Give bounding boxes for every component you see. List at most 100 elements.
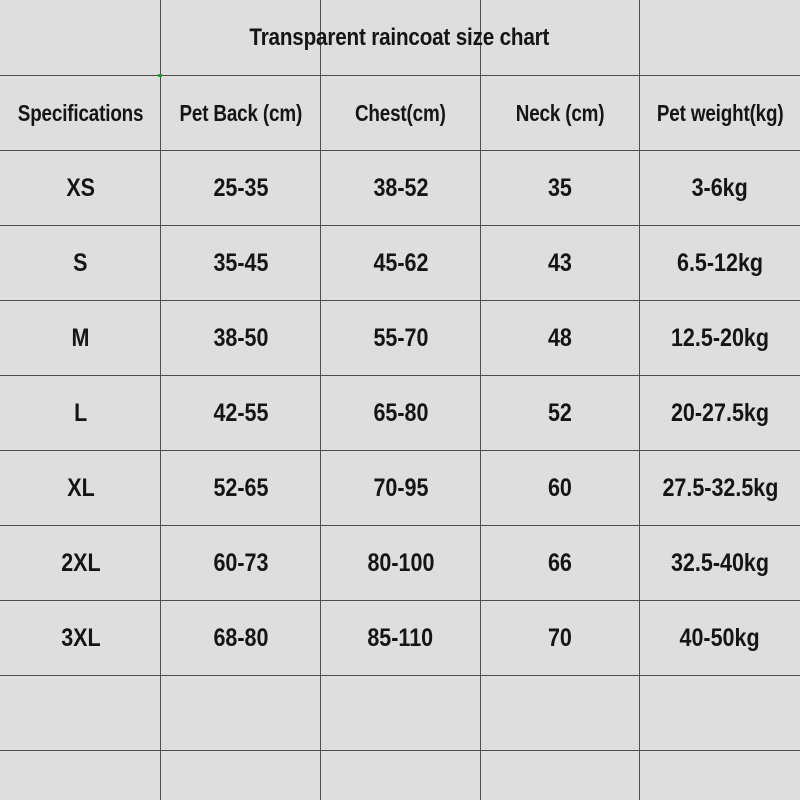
table-cell-text: 85-110 xyxy=(367,623,434,652)
table-cell[interactable]: 70-95 xyxy=(321,451,480,525)
table-cell[interactable]: 85-110 xyxy=(321,601,480,675)
header-cell-text: Chest(cm) xyxy=(355,99,446,126)
header-cell-text: Pet weight(kg) xyxy=(656,99,784,126)
size-label-cell-text: XS xyxy=(66,173,95,202)
table-cell[interactable]: 66 xyxy=(481,526,639,600)
table-cell[interactable]: 32.5-40kg xyxy=(640,526,800,600)
table-cell-text: 38-50 xyxy=(212,323,268,352)
horizontal-gridline xyxy=(0,150,800,151)
empty-cell-top-left[interactable] xyxy=(0,1,159,75)
horizontal-gridline xyxy=(0,750,800,751)
empty-cell[interactable] xyxy=(321,676,480,750)
size-label-cell-text: L xyxy=(73,398,88,427)
header-cell[interactable]: Neck (cm) xyxy=(481,76,639,150)
horizontal-gridline xyxy=(0,450,800,451)
table-cell[interactable]: 27.5-32.5kg xyxy=(640,451,800,525)
header-cell[interactable]: Chest(cm) xyxy=(321,76,480,150)
table-cell-text: 52 xyxy=(548,398,572,427)
table-cell[interactable]: 38-50 xyxy=(161,301,320,375)
table-cell-text: 60-73 xyxy=(212,548,268,577)
table-cell[interactable]: 45-62 xyxy=(321,226,480,300)
size-label-cell[interactable]: L xyxy=(1,376,160,450)
size-label-cell[interactable]: XS xyxy=(1,151,160,225)
empty-cell[interactable] xyxy=(161,676,320,750)
table-cell[interactable]: 70 xyxy=(481,601,639,675)
vertical-gridline xyxy=(639,0,640,800)
horizontal-gridline xyxy=(0,600,800,601)
size-label-cell[interactable]: XL xyxy=(1,451,160,525)
table-cell[interactable]: 68-80 xyxy=(161,601,320,675)
table-cell[interactable]: 65-80 xyxy=(321,376,480,450)
size-label-cell[interactable]: 2XL xyxy=(1,526,160,600)
table-cell[interactable]: 52 xyxy=(481,376,639,450)
table-cell-text: 70-95 xyxy=(372,473,428,502)
header-cell-text: Neck (cm) xyxy=(515,99,605,126)
table-cell-text: 3-6kg xyxy=(691,173,749,202)
empty-cell[interactable] xyxy=(481,676,639,750)
size-label-cell[interactable]: S xyxy=(1,226,160,300)
horizontal-gridline xyxy=(0,300,800,301)
empty-cell[interactable] xyxy=(640,676,800,750)
horizontal-gridline xyxy=(0,225,800,226)
table-cell-text: 80-100 xyxy=(367,548,434,577)
table-cell[interactable]: 38-52 xyxy=(321,151,480,225)
table-cell-text: 48 xyxy=(548,323,572,352)
table-cell[interactable]: 80-100 xyxy=(321,526,480,600)
table-cell[interactable]: 20-27.5kg xyxy=(640,376,800,450)
table-cell[interactable]: 60-73 xyxy=(161,526,320,600)
table-cell[interactable]: 43 xyxy=(481,226,639,300)
table-cell-text: 35 xyxy=(548,173,572,202)
vertical-gridline xyxy=(160,0,161,800)
header-cell[interactable]: Specifications xyxy=(1,76,160,150)
table-cell[interactable]: 48 xyxy=(481,301,639,375)
title-cell[interactable]: Transparent raincoat size chart xyxy=(160,1,639,75)
table-cell-text: 42-55 xyxy=(212,398,268,427)
table-cell[interactable]: 3-6kg xyxy=(640,151,800,225)
table-cell-text: 66 xyxy=(548,548,572,577)
empty-cell[interactable] xyxy=(321,751,480,800)
size-label-cell-text: XL xyxy=(66,473,95,502)
table-cell-text: 43 xyxy=(548,248,572,277)
vertical-gridline xyxy=(320,0,321,800)
table-cell-text: 32.5-40kg xyxy=(670,548,770,577)
size-label-cell-text: M xyxy=(71,323,90,352)
empty-cell[interactable] xyxy=(1,676,160,750)
table-cell-text: 20-27.5kg xyxy=(670,398,770,427)
empty-cell[interactable] xyxy=(481,751,639,800)
table-cell-text: 6.5-12kg xyxy=(676,248,764,277)
empty-cell[interactable] xyxy=(640,751,800,800)
size-label-cell-text: 3XL xyxy=(60,623,101,652)
table-cell-text: 68-80 xyxy=(212,623,268,652)
table-cell[interactable]: 6.5-12kg xyxy=(640,226,800,300)
table-cell[interactable]: 60 xyxy=(481,451,639,525)
table-cell-text: 60 xyxy=(548,473,572,502)
horizontal-gridline xyxy=(0,375,800,376)
table-cell[interactable]: 40-50kg xyxy=(640,601,800,675)
size-label-cell[interactable]: M xyxy=(1,301,160,375)
table-cell-text: 70 xyxy=(548,623,572,652)
table-cell[interactable]: 55-70 xyxy=(321,301,480,375)
header-cell[interactable]: Pet Back (cm) xyxy=(161,76,320,150)
table-cell-text: 25-35 xyxy=(212,173,268,202)
table-cell-text: 52-65 xyxy=(212,473,268,502)
table-cell[interactable]: 42-55 xyxy=(161,376,320,450)
empty-cell[interactable] xyxy=(161,751,320,800)
size-label-cell[interactable]: 3XL xyxy=(1,601,160,675)
table-cell-text: 38-52 xyxy=(372,173,428,202)
header-cell[interactable]: Pet weight(kg) xyxy=(640,76,800,150)
empty-cell-top-right[interactable] xyxy=(640,1,800,75)
table-cell-text: 55-70 xyxy=(372,323,428,352)
table-cell-text: 27.5-32.5kg xyxy=(662,473,778,502)
horizontal-gridline xyxy=(0,525,800,526)
empty-cell[interactable] xyxy=(1,751,160,800)
table-cell[interactable]: 52-65 xyxy=(161,451,320,525)
table-cell[interactable]: 35-45 xyxy=(161,226,320,300)
table-cell[interactable]: 25-35 xyxy=(161,151,320,225)
header-cell-text: Pet Back (cm) xyxy=(179,99,302,126)
table-cell[interactable]: 35 xyxy=(481,151,639,225)
horizontal-gridline xyxy=(0,75,800,76)
table-cell-text: 12.5-20kg xyxy=(670,323,770,352)
vertical-gridline xyxy=(480,0,481,800)
table-cell[interactable]: 12.5-20kg xyxy=(640,301,800,375)
